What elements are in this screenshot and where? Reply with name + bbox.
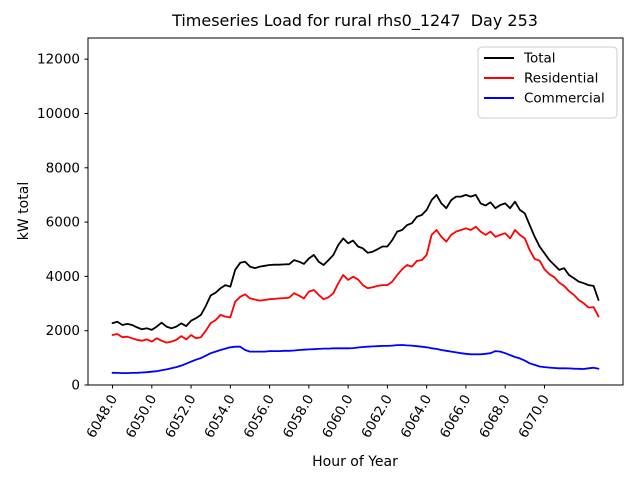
x-tick-label: 6068.0: [476, 392, 513, 441]
data-series-lines: [111, 193, 600, 375]
legend-label-residential: Residential: [524, 71, 598, 87]
series-total-line: [111, 193, 600, 331]
x-tick-label: 6060.0: [319, 392, 356, 441]
y-axis-ticks: 0 2000 4000 6000 8000 10000 12000: [37, 52, 88, 394]
x-axis-ticks: 6048.0 6050.0 6052.0 6054.0 6056.0 6058.0 6060…: [84, 385, 553, 441]
y-tick-label: 12000: [37, 52, 80, 68]
legend: Total Residential Commercial: [477, 46, 618, 119]
x-tick-label: 6050.0: [123, 392, 160, 441]
chart-title: Timeseries Load for rural rhs0_1247 Day …: [171, 11, 538, 31]
y-tick-label: 10000: [37, 106, 80, 122]
y-tick-label: 0: [71, 378, 80, 394]
y-tick-label: 6000: [46, 215, 80, 231]
x-axis-label: Hour of Year: [312, 454, 398, 470]
legend-label-total: Total: [523, 51, 556, 67]
series-commercial-line: [111, 344, 600, 375]
legend-box: [477, 46, 618, 119]
x-tick-label: 6056.0: [241, 392, 278, 441]
x-tick-label: 6064.0: [398, 392, 435, 441]
y-tick-label: 2000: [46, 323, 80, 339]
x-tick-label: 6054.0: [201, 392, 238, 441]
y-tick-label: 8000: [46, 160, 80, 176]
y-tick-label: 4000: [46, 269, 80, 285]
x-tick-label: 6058.0: [280, 392, 317, 441]
y-axis-label: kW total: [16, 182, 32, 240]
x-tick-label: 6048.0: [84, 392, 121, 441]
x-tick-label: 6052.0: [162, 392, 199, 441]
x-tick-label: 6066.0: [437, 392, 474, 441]
series-residential-line: [111, 225, 600, 344]
legend-label-commercial: Commercial: [524, 91, 605, 107]
x-tick-label: 6062.0: [358, 392, 395, 441]
x-tick-label: 6070.0: [515, 392, 552, 441]
